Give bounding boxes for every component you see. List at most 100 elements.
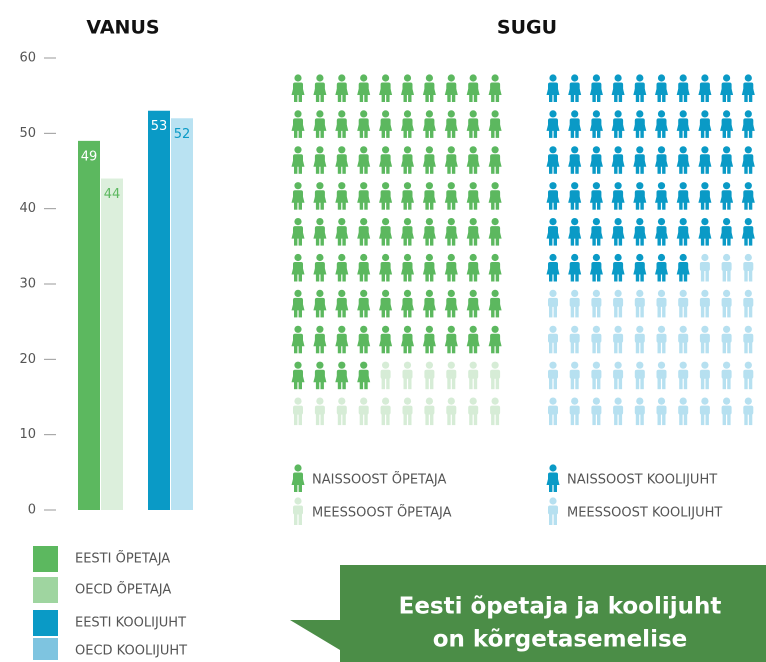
icon-leg	[320, 378, 324, 390]
icon-body	[721, 369, 732, 379]
icon-head	[491, 110, 499, 118]
icon-skirt	[589, 124, 603, 131]
icon-head	[701, 218, 709, 226]
icon-leg	[491, 126, 495, 138]
icon-skirt	[313, 232, 327, 239]
icon-leg	[657, 378, 661, 390]
icon-body	[678, 297, 689, 307]
icon-skirt	[546, 479, 560, 485]
person-icon	[676, 110, 690, 138]
icon-leg	[549, 514, 553, 525]
icon-leg	[359, 378, 364, 390]
icon-skirt	[589, 160, 603, 167]
icon-skirt	[422, 268, 436, 275]
icon-head	[469, 182, 477, 190]
icon-leg	[342, 414, 346, 426]
icon-head	[425, 146, 433, 154]
person-icon	[313, 74, 327, 102]
icon-leg	[342, 270, 346, 282]
icon-head	[338, 74, 346, 82]
icon-leg	[700, 414, 705, 426]
person-icon	[591, 361, 602, 390]
icon-head	[636, 397, 644, 405]
icon-skirt	[444, 196, 458, 203]
icon-leg	[315, 270, 320, 282]
icon-skirt	[466, 304, 480, 311]
icon-leg	[425, 414, 429, 426]
person-icon	[357, 146, 371, 174]
icon-leg	[592, 342, 596, 354]
icon-leg	[495, 198, 500, 210]
icon-skirt	[379, 196, 393, 203]
icon-head	[469, 361, 477, 369]
icon-head	[382, 397, 390, 405]
icon-head	[636, 253, 644, 262]
icon-head	[491, 218, 499, 226]
person-icon	[656, 361, 667, 390]
icon-leg	[386, 91, 390, 102]
icon-skirt	[568, 89, 582, 95]
icon-leg	[549, 378, 553, 390]
icon-body	[380, 405, 391, 415]
icon-leg	[618, 414, 623, 426]
person-icon	[656, 397, 667, 426]
icon-skirt	[633, 196, 647, 203]
icon-body	[591, 369, 602, 379]
person-icon	[424, 397, 435, 426]
icon-leg	[614, 91, 618, 102]
person-icon	[548, 325, 558, 354]
icon-body	[743, 262, 754, 271]
icon-leg	[549, 91, 553, 102]
icon-leg	[320, 234, 324, 246]
icon-skirt	[444, 304, 458, 311]
icon-head	[744, 146, 752, 154]
person-icon	[335, 74, 349, 102]
icon-leg	[294, 234, 298, 246]
person-icon	[291, 146, 305, 174]
icon-leg	[597, 306, 601, 318]
icon-body	[490, 369, 501, 379]
icon-leg	[744, 342, 748, 354]
legend-icon	[293, 497, 303, 525]
icon-head	[382, 325, 390, 333]
icon-skirt	[291, 89, 305, 95]
icon-leg	[447, 378, 451, 390]
icon-skirt	[379, 340, 393, 347]
person-icon	[488, 218, 502, 246]
icon-leg	[748, 162, 753, 174]
icon-body	[569, 405, 580, 415]
icon-body	[424, 369, 435, 379]
icon-leg	[337, 378, 342, 390]
person-icon	[335, 289, 349, 318]
person-icon	[568, 218, 582, 246]
icon-leg	[298, 91, 302, 102]
icon-head	[469, 146, 477, 154]
icon-head	[469, 74, 477, 82]
icon-leg	[491, 234, 495, 246]
icon-leg	[473, 270, 478, 282]
icon-leg	[727, 91, 731, 102]
icon-head	[744, 397, 752, 405]
icon-head	[592, 397, 601, 405]
icon-head	[338, 325, 346, 333]
icon-skirt	[720, 196, 734, 203]
icon-skirt	[488, 89, 502, 95]
icon-leg	[403, 162, 407, 174]
person-icon	[699, 253, 710, 282]
icon-skirt	[488, 232, 502, 239]
person-icon	[743, 361, 754, 390]
y-tick-label: 10	[19, 427, 36, 442]
icon-leg	[403, 342, 407, 354]
person-icon	[741, 146, 755, 174]
icon-body	[293, 505, 303, 515]
person-icon	[379, 74, 393, 102]
icon-leg	[722, 162, 726, 174]
icon-leg	[635, 378, 640, 390]
icon-skirt	[335, 89, 349, 95]
icon-skirt	[379, 89, 393, 95]
icon-leg	[640, 162, 644, 174]
person-icon	[589, 146, 603, 174]
person-icon	[466, 182, 480, 210]
icon-leg	[320, 91, 324, 102]
person-icon	[488, 325, 502, 354]
